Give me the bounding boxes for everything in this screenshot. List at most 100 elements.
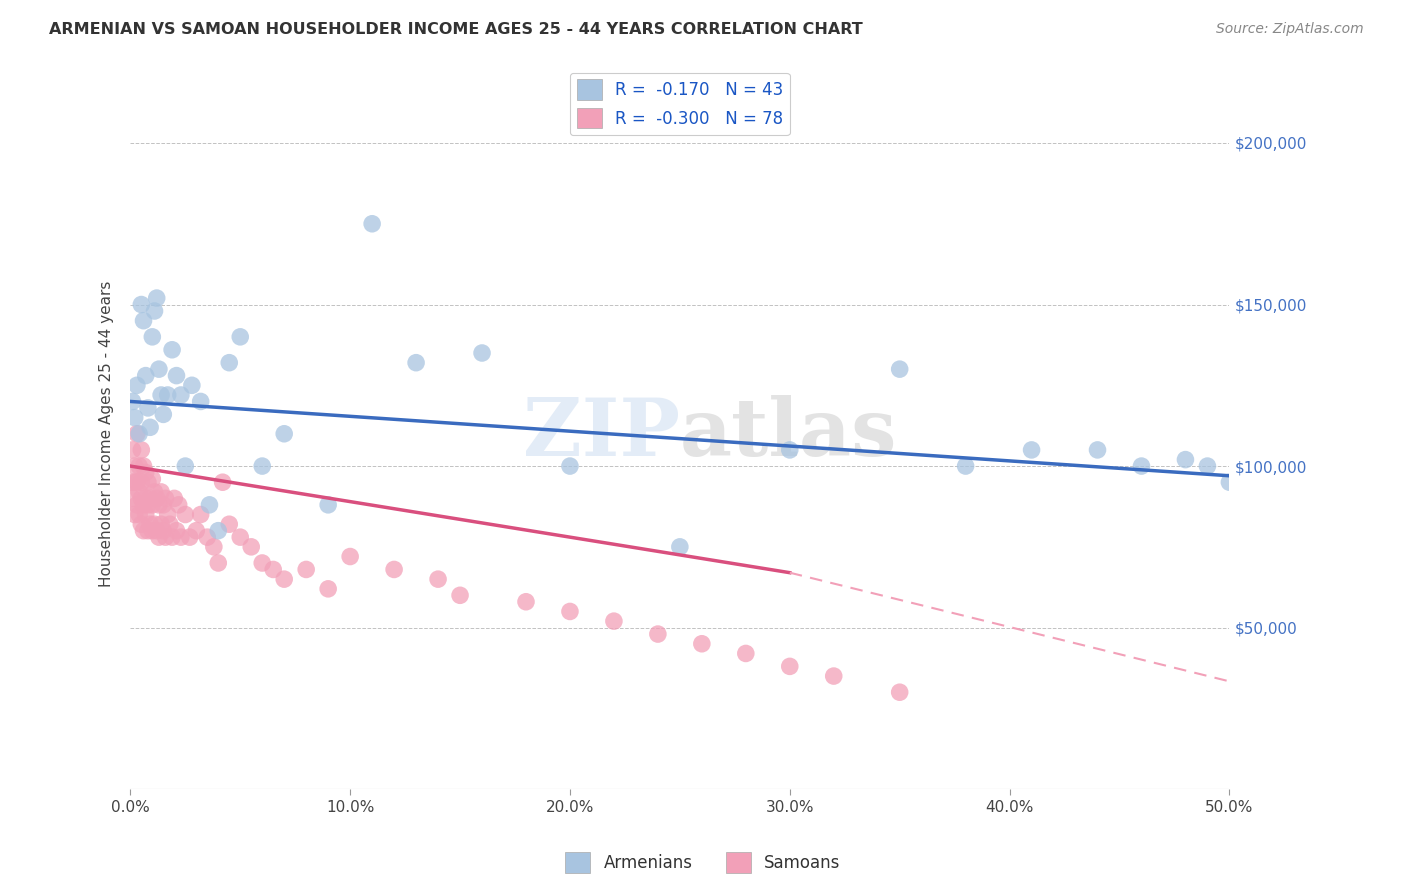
Text: ARMENIAN VS SAMOAN HOUSEHOLDER INCOME AGES 25 - 44 YEARS CORRELATION CHART: ARMENIAN VS SAMOAN HOUSEHOLDER INCOME AG…: [49, 22, 863, 37]
Point: [121, 475, 143, 490]
Point: [218, 356, 240, 370]
Point: [139, 517, 162, 532]
Point: [125, 426, 148, 441]
Point: [603, 614, 626, 628]
Point: [174, 508, 197, 522]
Point: [316, 582, 339, 596]
Point: [1218, 475, 1240, 490]
Point: [136, 475, 159, 490]
Point: [558, 604, 581, 618]
Y-axis label: Householder Income Ages 25 - 44 years: Householder Income Ages 25 - 44 years: [100, 281, 114, 587]
Point: [145, 291, 167, 305]
Point: [515, 595, 537, 609]
Point: [143, 484, 166, 499]
Point: [647, 627, 669, 641]
Point: [131, 517, 153, 532]
Point: [295, 562, 318, 576]
Point: [156, 388, 179, 402]
Point: [132, 524, 155, 538]
Point: [152, 524, 174, 538]
Point: [135, 508, 157, 522]
Point: [211, 475, 233, 490]
Point: [1021, 442, 1043, 457]
Point: [131, 491, 153, 506]
Point: [128, 459, 150, 474]
Point: [143, 517, 166, 532]
Point: [121, 491, 143, 506]
Point: [273, 426, 295, 441]
Point: [471, 346, 494, 360]
Point: [135, 368, 157, 383]
Point: [1197, 459, 1219, 474]
Point: [252, 556, 274, 570]
Point: [128, 484, 150, 499]
Point: [316, 498, 339, 512]
Point: [166, 524, 188, 538]
Point: [186, 524, 208, 538]
Point: [240, 540, 263, 554]
Point: [121, 442, 143, 457]
Point: [121, 394, 143, 409]
Point: [156, 508, 179, 522]
Point: [128, 426, 150, 441]
Point: [690, 637, 713, 651]
Point: [190, 508, 212, 522]
Point: [139, 420, 162, 434]
Point: [190, 394, 212, 409]
Point: [148, 362, 170, 376]
Point: [141, 330, 163, 344]
Point: [132, 314, 155, 328]
Point: [339, 549, 361, 564]
Point: [167, 498, 190, 512]
Point: [405, 356, 427, 370]
Point: [159, 517, 181, 532]
Point: [1174, 452, 1197, 467]
Point: [179, 530, 201, 544]
Point: [132, 498, 155, 512]
Point: [141, 498, 163, 512]
Point: [160, 530, 183, 544]
Point: [361, 217, 384, 231]
Point: [734, 647, 756, 661]
Point: [135, 466, 157, 480]
Point: [160, 343, 183, 357]
Point: [148, 498, 170, 512]
Point: [150, 388, 173, 402]
Point: [558, 459, 581, 474]
Point: [155, 491, 177, 506]
Point: [152, 408, 174, 422]
Point: [229, 330, 252, 344]
Point: [150, 517, 173, 532]
Point: [449, 588, 471, 602]
Point: [170, 530, 193, 544]
Point: [207, 524, 229, 538]
Point: [148, 530, 170, 544]
Point: [252, 459, 274, 474]
Point: [124, 410, 146, 425]
Point: [135, 491, 157, 506]
Point: [273, 572, 295, 586]
Point: [1087, 442, 1109, 457]
Text: ZIP: ZIP: [523, 395, 681, 473]
Point: [170, 388, 193, 402]
Point: [669, 540, 692, 554]
Point: [124, 459, 146, 474]
Point: [139, 491, 162, 506]
Point: [136, 498, 159, 512]
Point: [262, 562, 284, 576]
Point: [202, 540, 225, 554]
Point: [218, 517, 240, 532]
Point: [163, 491, 186, 506]
Point: [132, 459, 155, 474]
Point: [198, 498, 221, 512]
Point: [124, 475, 146, 490]
Point: [125, 475, 148, 490]
Point: [180, 378, 202, 392]
Point: [779, 659, 801, 673]
Point: [382, 562, 405, 576]
Point: [131, 475, 153, 490]
Point: [145, 524, 167, 538]
Point: [207, 556, 229, 570]
Point: [141, 524, 163, 538]
Point: [427, 572, 450, 586]
